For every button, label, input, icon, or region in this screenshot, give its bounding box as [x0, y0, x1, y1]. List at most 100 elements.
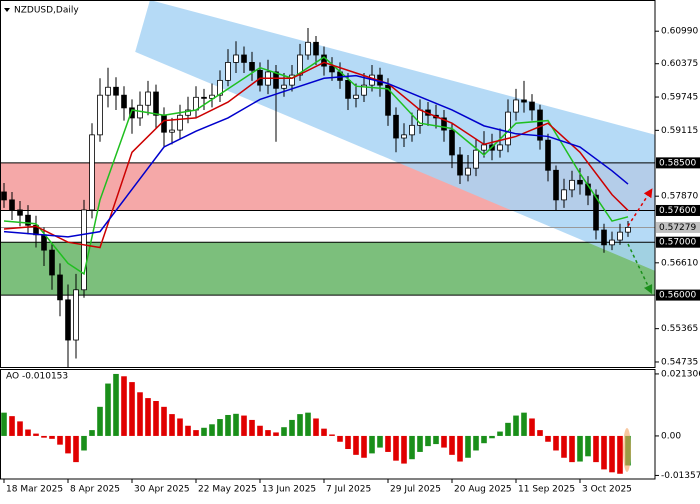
x-tick-label: 3 Oct 2025 [582, 485, 632, 495]
ao-bar [537, 430, 543, 436]
ao-bar [593, 435, 599, 463]
ao-bar [433, 435, 439, 445]
level-label-bg [656, 204, 700, 216]
candle-body [529, 101, 535, 111]
ao-bar [177, 418, 183, 436]
x-tick-label: 22 May 2025 [198, 485, 257, 495]
y-tick-label: 0.60375 [661, 59, 698, 69]
x-tick-label: 20 Aug 2025 [454, 485, 512, 495]
level-label: 0.56000 [659, 291, 696, 301]
ao-bar [273, 432, 279, 436]
candle-body [449, 129, 455, 156]
ao-bar [201, 427, 207, 436]
candle-body [409, 124, 415, 136]
candle-body [545, 139, 551, 171]
ao-bar [249, 419, 255, 436]
candle-body [497, 144, 503, 151]
ao-bar [337, 435, 343, 442]
candle-body [593, 194, 599, 231]
candle-body [457, 154, 463, 176]
ao-bar [17, 421, 23, 436]
y-tick-label: 0.55365 [661, 324, 698, 334]
candle-body [521, 99, 527, 103]
y-tick-label: 0.59115 [661, 126, 698, 136]
candle-body [241, 54, 247, 63]
ao-bar [617, 435, 623, 474]
candle-body [161, 114, 167, 133]
ao-bar [241, 415, 247, 436]
symbol-icon [4, 8, 10, 12]
ao-bar [73, 435, 79, 463]
candle-body [401, 134, 407, 139]
level-label: 0.57000 [659, 238, 696, 248]
moving-average [3, 56, 629, 276]
candle-body [609, 239, 615, 246]
candle-body [233, 54, 239, 63]
candle-body [1, 191, 7, 201]
ao-bar [529, 418, 535, 436]
candle-body [73, 289, 79, 341]
ao-bar [209, 424, 215, 436]
ao-bar [441, 435, 447, 448]
x-tick-label: 29 Jul 2025 [390, 485, 441, 495]
y-tick-label: 0.60990 [661, 27, 698, 37]
candle-body [49, 249, 55, 276]
ao-bar [145, 398, 151, 436]
candle-body [281, 84, 287, 89]
candle-body [321, 54, 327, 67]
last-price-bg [656, 221, 700, 233]
ao-bar [481, 435, 487, 444]
ao-bar [449, 435, 455, 455]
moving-average [3, 74, 629, 238]
ao-bar [9, 416, 15, 436]
candle-body [169, 129, 175, 133]
candle-body [209, 94, 215, 99]
ao-bar [297, 414, 303, 436]
y-tick-label: 0.021306 [661, 369, 700, 379]
ao-bar [305, 412, 311, 436]
candle-body [17, 209, 23, 216]
x-tick-label: 13 Jun 2025 [262, 485, 316, 495]
candle-body [385, 84, 391, 116]
candle-body [225, 62, 231, 81]
ao-bar [105, 383, 111, 436]
candle-body [113, 86, 119, 96]
candle-body [329, 65, 335, 73]
ao-bar [41, 435, 47, 438]
candle-body [201, 96, 207, 99]
main-frame [0, 0, 656, 368]
ao-bar [65, 435, 71, 454]
arrow-down [627, 243, 653, 295]
y-tick-label: 0.54735 [661, 357, 698, 367]
ao-bar [153, 401, 159, 436]
candle-body [289, 74, 295, 86]
ao-bar [193, 430, 199, 436]
candle-body [577, 179, 583, 185]
candle-body [481, 144, 487, 151]
arrow-up [627, 188, 653, 227]
x-tick-label: 30 Apr 2025 [134, 485, 190, 495]
candle-body [393, 114, 399, 139]
candle-body [273, 71, 279, 89]
level-label-bg [656, 236, 700, 248]
level-label-bg [656, 289, 700, 301]
ao-panel [1, 373, 631, 474]
y-tick-label: 0.00 [661, 431, 681, 441]
ao-bar [425, 435, 431, 447]
ao-bar [361, 435, 367, 458]
candle-body [217, 79, 223, 96]
candle-body [465, 167, 471, 176]
candle-body [353, 94, 359, 99]
candle-body [9, 199, 15, 211]
ao-bar [169, 414, 175, 436]
ao-bar [377, 435, 383, 448]
y-tick-label: 0.59745 [661, 93, 698, 103]
x-tick-label: 18 Mar 2025 [6, 485, 63, 495]
candle-body [177, 114, 183, 131]
candle-body [601, 229, 607, 246]
ao-bar [129, 382, 135, 436]
ao-bar [585, 435, 591, 457]
y-tick-label: 0.57870 [661, 192, 698, 202]
ao-bar [545, 435, 551, 442]
